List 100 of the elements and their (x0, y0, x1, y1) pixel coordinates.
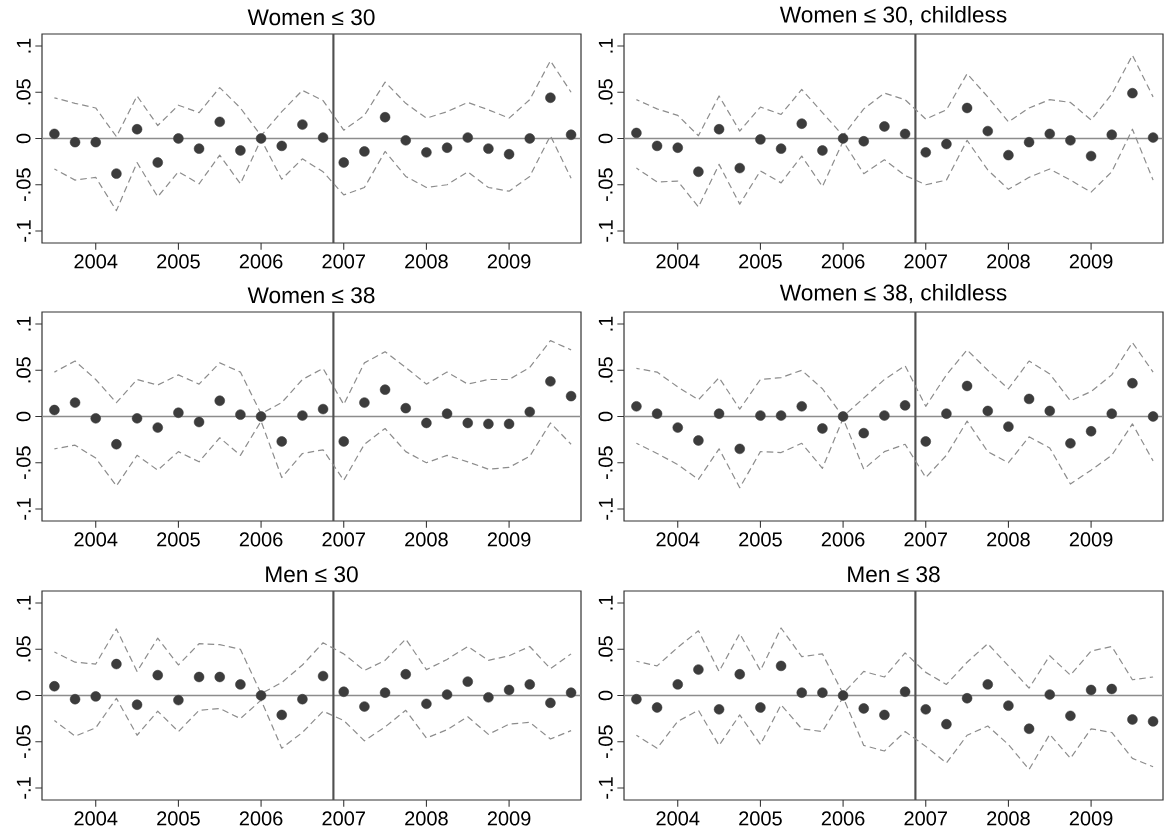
point (775, 410, 787, 421)
point (837, 133, 849, 144)
point (837, 690, 849, 701)
y-tick-label: -.1 (598, 777, 613, 799)
point (483, 418, 494, 430)
point (255, 690, 267, 701)
point (651, 702, 663, 713)
point (631, 127, 642, 139)
point (713, 704, 725, 715)
chart-title: Men ≤ 30 (266, 566, 358, 583)
point (441, 689, 453, 700)
point (400, 402, 411, 414)
point (400, 669, 411, 680)
point (379, 384, 391, 395)
x-tick-label: 2007 (322, 254, 365, 269)
point (193, 416, 205, 428)
point (276, 140, 287, 152)
point (1023, 136, 1035, 148)
point (152, 157, 163, 168)
point (152, 422, 163, 433)
point (90, 136, 101, 148)
point (941, 718, 952, 730)
y-tick-label: -.05 (16, 725, 31, 759)
x-tick-label: 2004 (74, 254, 118, 269)
x-tick-label: 2004 (74, 532, 118, 547)
point (462, 676, 473, 687)
point (1085, 684, 1097, 696)
y-tick-label: .1 (16, 38, 31, 53)
point (1044, 128, 1055, 140)
x-tick-label: 2005 (157, 254, 200, 269)
x-tick-label: 2005 (157, 811, 200, 826)
point (1044, 405, 1055, 417)
point (817, 423, 828, 434)
x-tick-label: 2006 (821, 532, 865, 547)
point (920, 147, 931, 158)
point (796, 118, 807, 129)
point (1065, 710, 1076, 722)
point (1085, 150, 1097, 162)
x-tick-label: 2008 (987, 532, 1030, 547)
point (483, 143, 494, 154)
point (1147, 411, 1159, 422)
x-tick-label: 2005 (739, 532, 782, 547)
y-tick-label: 0 (16, 411, 31, 422)
point (152, 669, 163, 681)
point (193, 671, 205, 683)
point (49, 128, 60, 140)
point (796, 401, 807, 412)
point (920, 704, 931, 715)
point (755, 702, 766, 713)
point (941, 138, 952, 150)
y-tick-label: .1 (16, 316, 31, 331)
x-tick-label: 2009 (1069, 811, 1113, 826)
point (131, 699, 143, 710)
point (858, 136, 869, 147)
point (379, 112, 391, 123)
point (483, 692, 494, 703)
point (1127, 378, 1138, 389)
point (111, 658, 122, 670)
point (672, 679, 683, 690)
y-tick-label: 0 (16, 690, 31, 701)
point (503, 418, 515, 430)
point (693, 664, 704, 675)
point (1065, 135, 1076, 146)
point (359, 701, 370, 712)
point (651, 140, 663, 152)
point (441, 408, 453, 419)
x-tick-label: 2005 (739, 254, 782, 269)
y-tick-label: -.1 (16, 777, 31, 799)
x-tick-label: 2005 (157, 532, 200, 547)
point (462, 132, 473, 143)
chart-title: Men ≤ 38 (848, 566, 940, 583)
y-tick-label: .1 (598, 595, 613, 610)
point (1127, 87, 1138, 99)
point (858, 703, 869, 714)
point (297, 410, 308, 421)
point (90, 413, 101, 424)
point (503, 149, 515, 160)
x-tick-label: 2007 (904, 254, 947, 269)
point (545, 697, 556, 709)
point (297, 693, 308, 705)
point (879, 709, 890, 721)
point (631, 693, 642, 705)
point (1106, 408, 1117, 419)
y-tick-label: .05 (16, 636, 31, 662)
x-tick-label: 2007 (322, 811, 365, 826)
x-tick-label: 2009 (1069, 532, 1113, 547)
point (421, 698, 432, 710)
y-tick-label: .1 (598, 38, 613, 53)
point (982, 679, 993, 690)
point (69, 397, 81, 408)
point (899, 128, 911, 140)
point (193, 143, 205, 154)
x-tick-label: 2007 (904, 811, 947, 826)
point (235, 679, 246, 690)
point (111, 439, 122, 450)
y-tick-label: 0 (598, 133, 613, 144)
point (899, 400, 911, 411)
point (879, 121, 890, 132)
x-tick-label: 2005 (739, 811, 782, 826)
point (565, 687, 577, 698)
